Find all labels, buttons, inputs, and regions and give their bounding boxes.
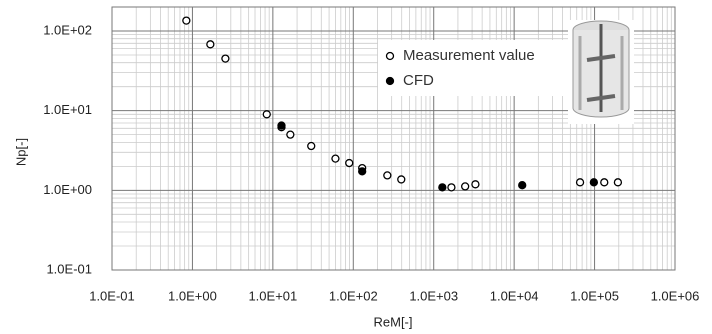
data-point [308,143,315,150]
legend-marker [387,78,394,85]
data-point [614,179,621,186]
y-tick-label: 1.0E+01 [43,102,92,117]
data-point [448,184,455,191]
tank-illustration [568,20,634,124]
data-point [183,17,190,24]
data-point [346,160,353,167]
data-point [519,182,526,189]
x-tick-label: 1.0E+02 [329,288,378,303]
data-point [577,179,584,186]
data-point [222,55,229,62]
y-tick-label: 1.0E+02 [43,22,92,37]
chart: Np[-] ReM[-] 1.0E-01 1.0E+00 1.0E+01 1.0E+0… [0,0,712,334]
legend-label: Measurement value [403,47,535,64]
x-tick-label: 1.0E+00 [168,288,217,303]
legend-label: CFD [403,72,434,89]
data-point [278,122,285,129]
x-tick-label: 1.0E-01 [89,288,135,303]
data-point [359,168,366,175]
x-tick-label: 1.0E+05 [570,288,619,303]
data-point [472,181,479,188]
x-tick-label: 1.0E+03 [409,288,458,303]
y-tick-label: 1.0E+00 [43,182,92,197]
x-tick-label: 1.0E+06 [651,288,700,303]
data-point [590,179,597,186]
data-point [207,41,214,48]
data-point [398,176,405,183]
x-tick-label: 1.0E+04 [490,288,539,303]
y-tick-label: 1.0E-01 [46,261,92,276]
x-tick-label: 1.0E+01 [248,288,297,303]
data-point [601,179,608,186]
data-point [287,131,294,138]
x-axis-label: ReM[-] [374,314,413,329]
y-axis-label: Np[-] [13,138,28,166]
legend-marker [387,53,394,60]
data-point [462,183,469,190]
data-point [332,155,339,162]
data-point [439,184,446,191]
data-point [263,111,270,118]
data-point [384,172,391,179]
